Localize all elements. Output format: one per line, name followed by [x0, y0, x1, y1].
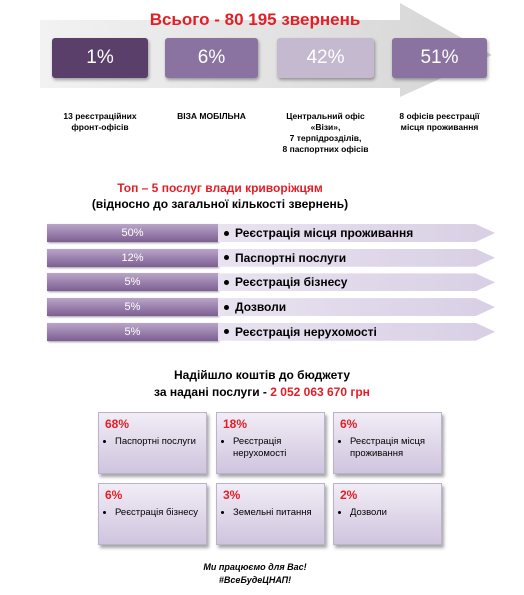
bullet [338, 440, 341, 443]
office-label-line: фронт-офісів [71, 122, 129, 132]
service-label: Дозволи [235, 300, 287, 315]
office-percent: 51% [392, 38, 487, 78]
bullet [224, 329, 229, 335]
bullet [221, 511, 224, 514]
budget-percent: 6% [340, 417, 358, 431]
budget-percent: 3% [223, 488, 241, 502]
budget-card: 6% Реєстрація місця проживання [333, 412, 442, 474]
service-percent: 5% [47, 322, 218, 341]
budget-label: Реєстрація місця проживання [350, 436, 426, 459]
office-label-line: «Візи», [310, 122, 341, 132]
office-label-line: Центральний офіс [286, 111, 365, 121]
budget-card: 18% Реєстрація нерухомості [216, 412, 325, 474]
office-label-line: 8 паспортних офісів [282, 144, 369, 154]
arrow-background [40, 3, 492, 97]
services-subtitle: (відносно до загальної кількості звернен… [91, 197, 349, 211]
service-percent: 5% [47, 273, 218, 292]
budget-label-wrap: Реєстрація місця проживання [338, 436, 436, 460]
office-label-line: 8 офісів реєстрації [399, 111, 480, 121]
footer-1: Ми працюємо для Вас! [203, 562, 307, 572]
office-label-line: ВІЗА МОБІЛЬНА [177, 111, 246, 121]
budget-label: Паспортні послуги [115, 436, 196, 447]
budget-percent: 2% [340, 488, 358, 502]
bullet [103, 511, 106, 514]
service-row: Реєстрація бізнесу [218, 273, 495, 292]
budget-subtitle: за надані послуги - 2 052 063 670 грн [0, 385, 524, 399]
service-label: Паспортні послуги [235, 250, 347, 265]
service-row: Паспортні послуги [218, 248, 495, 267]
budget-label-wrap: Земельні питання [221, 507, 319, 519]
office-label: ВІЗА МОБІЛЬНА [153, 111, 270, 122]
footer-2: #ВсеБудеЦНАП! [218, 575, 292, 585]
bullet [103, 440, 106, 443]
budget-percent: 6% [105, 488, 123, 502]
service-row: Реєстрація нерухомості [218, 322, 495, 341]
bullet [221, 440, 224, 443]
service-row: Дозволи [218, 298, 495, 317]
service-percent: 5% [47, 298, 218, 317]
arrow [40, 3, 492, 97]
service-row: Реєстрація місця проживання [218, 224, 495, 242]
bullet [224, 279, 229, 285]
budget-label-wrap: Паспортні послуги [103, 436, 201, 448]
bullet [224, 255, 229, 261]
office-label: 13 реєстраційних фронт-офісів [40, 111, 160, 133]
budget-subtitle-text: за надані послуги - [154, 385, 267, 399]
title: Всього - 80 195 звернень [149, 10, 361, 29]
service-label: Реєстрація бізнесу [235, 275, 348, 290]
service-label: Реєстрація місця проживання [235, 226, 414, 240]
budget-card: 3% Земельні питання [216, 483, 325, 545]
service-percent: 50% [47, 224, 218, 242]
office-label-line: 7 терпідрозділів, [289, 133, 362, 143]
services-title: Топ – 5 послуг влади криворіжцям [117, 181, 323, 195]
service-label: Реєстрація нерухомості [235, 324, 377, 339]
budget-card: 68% Паспортні послуги [98, 412, 207, 474]
budget-percent: 68% [105, 417, 130, 431]
budget-label: Реєстрація бізнесу [115, 507, 198, 518]
budget-card: 2% Дозволи [333, 483, 442, 545]
office-label-line: 13 реєстраційних [63, 111, 137, 121]
bullet [224, 304, 229, 310]
budget-card: 6% Реєстрація бізнесу [98, 483, 207, 545]
budget-label: Реєстрація нерухомості [233, 436, 287, 459]
budget-label-wrap: Дозволи [338, 507, 436, 519]
budget-amount: 2 052 063 670 грн [270, 385, 370, 399]
bullet [224, 230, 229, 236]
office-percent: 1% [52, 38, 148, 78]
budget-label: Земельні питання [233, 507, 312, 518]
office-percent: 6% [165, 38, 258, 78]
office-label: 8 офісів реєстрації місця проживання [380, 111, 499, 133]
office-percent: 42% [277, 38, 374, 78]
bullet [338, 511, 341, 514]
service-percent: 12% [47, 248, 218, 267]
budget-label-wrap: Реєстрація бізнесу [103, 507, 201, 519]
budget-label: Дозволи [350, 507, 387, 518]
budget-title: Надійшло коштів до бюджету [173, 368, 350, 382]
office-label-line: місця проживання [400, 122, 479, 132]
office-label: Центральний офіс «Візи», 7 терпідрозділів,… [265, 111, 386, 155]
budget-percent: 18% [223, 417, 248, 431]
budget-label-wrap: Реєстрація нерухомості [221, 436, 319, 460]
